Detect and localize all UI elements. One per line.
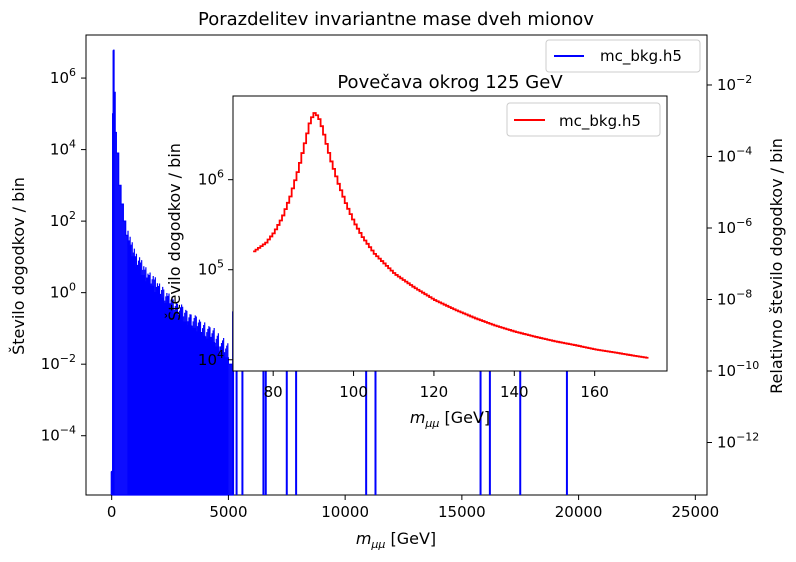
inset-chart: Povečava okrog 125 GeV 80 100 120 140 160 10… [165, 72, 668, 430]
main-title: Porazdelitev invariantne mase dveh miono… [198, 9, 594, 30]
main-legend: mc_bkg.h5 [545, 39, 701, 73]
main-series [110, 49, 568, 496]
main-y-right-ticks: 10−12 10−10 10−8 10−6 10−4 10−2 [707, 73, 759, 451]
inset-y-tick-label: 106 [198, 168, 224, 189]
main-y-tick-label: 104 [50, 138, 76, 159]
inset-x-tick-label: 160 [580, 383, 609, 401]
main-x-tick-label: 15000 [438, 503, 486, 521]
inset-series-line [253, 112, 649, 359]
inset-x-tick-label: 100 [339, 383, 368, 401]
main-chart: Porazdelitev invariantne mase dveh miono… [9, 9, 786, 551]
inset-x-tick-label: 80 [264, 383, 283, 401]
main-x-tick-label: 0 [107, 503, 117, 521]
main-y-right-tick-label: 10−10 [717, 359, 759, 380]
main-y-tick-label: 10−4 [41, 424, 76, 445]
inset-background [232, 95, 668, 372]
inset-title: Povečava okrog 125 GeV [337, 72, 563, 93]
main-y-tick-label: 100 [50, 281, 76, 302]
main-y-ticks: 10−4 10−2 100 102 104 106 [41, 66, 86, 445]
main-y-tick-label: 106 [50, 66, 76, 87]
inset-legend: mc_bkg.h5 [506, 102, 661, 137]
main-plot-frame [85, 34, 708, 496]
inset-legend-box [506, 102, 661, 137]
inset-x-axis-label: mμμ [GeV] [410, 408, 490, 430]
inset-x-ticks: 80 100 120 140 160 [264, 371, 609, 401]
main-legend-box [545, 39, 701, 73]
main-x-tick-label: 20000 [555, 503, 603, 521]
inset-x-tick-label: 120 [420, 383, 449, 401]
main-y-right-tick-label: 10−6 [717, 216, 752, 237]
main-legend-label: mc_bkg.h5 [600, 47, 682, 66]
main-y-right-tick-label: 10−4 [717, 144, 752, 165]
main-y-right-tick-label: 10−12 [717, 430, 759, 451]
main-x-tick-label: 25000 [671, 503, 719, 521]
inset-series [253, 112, 649, 359]
inset-y-tick-label: 105 [198, 258, 224, 279]
main-y-axis-label: Število dogodkov / bin [9, 177, 28, 355]
main-x-ticks: 0 5000 10000 15000 20000 25000 [107, 495, 719, 521]
main-y-right-tick-label: 10−8 [717, 287, 752, 308]
inset-y-tick-label: 104 [198, 348, 224, 369]
inset-y-axis-label: Število dogodkov / bin [165, 143, 184, 321]
inset-y-ticks: 104 105 106 [198, 168, 233, 369]
main-x-axis-label: mμμ [GeV] [356, 529, 436, 551]
main-x-tick-label: 5000 [209, 503, 247, 521]
main-y-right-tick-label: 10−2 [717, 73, 752, 94]
main-y-tick-label: 102 [50, 209, 76, 230]
inset-legend-label: mc_bkg.h5 [559, 112, 641, 131]
inset-x-tick-label: 140 [500, 383, 529, 401]
main-y-right-axis-label: Relativno število dogodkov / bin [767, 138, 786, 394]
main-x-tick-label: 10000 [321, 503, 369, 521]
main-y-tick-label: 10−2 [41, 352, 76, 373]
